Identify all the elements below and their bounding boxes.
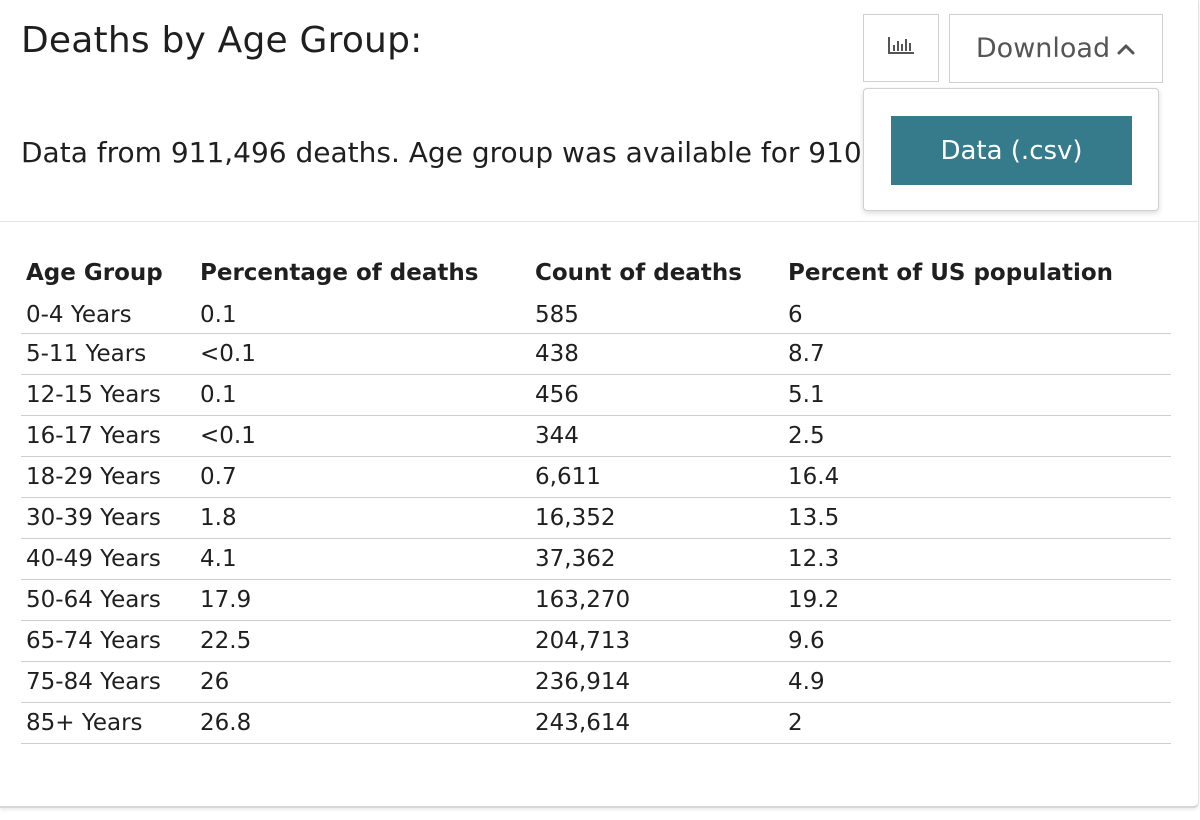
cell-percent-of-us-population: 8.7: [783, 333, 1171, 375]
cell-count-of-deaths: 37,362: [530, 538, 783, 580]
cell-age-group: 16-17 Years: [21, 415, 195, 457]
cell-percent-of-us-population: 5.1: [783, 374, 1171, 416]
cell-percent-of-us-population: 2.5: [783, 415, 1171, 457]
cell-count-of-deaths: 344: [530, 415, 783, 457]
cell-percentage-of-deaths: 4.1: [195, 538, 530, 580]
cell-age-group: 50-64 Years: [21, 579, 195, 621]
cell-percentage-of-deaths: 0.1: [195, 296, 530, 334]
table-row: 65-74 Years 22.5 204,713 9.6: [21, 620, 1171, 662]
column-header-age-group: Age Group: [26, 260, 163, 286]
table-row: 30-39 Years 1.8 16,352 13.5: [21, 497, 1171, 539]
cell-percent-of-us-population: 16.4: [783, 456, 1171, 498]
cell-percentage-of-deaths: <0.1: [195, 415, 530, 457]
chart-view-button[interactable]: [863, 14, 939, 82]
column-header-percentage-of-deaths: Percentage of deaths: [200, 260, 479, 286]
age-group-table: Age Group Percentage of deaths Count of …: [21, 250, 1171, 744]
cell-percentage-of-deaths: 22.5: [195, 620, 530, 662]
cell-percent-of-us-population: 4.9: [783, 661, 1171, 703]
table-row: 18-29 Years 0.7 6,611 16.4: [21, 456, 1171, 498]
cell-age-group: 75-84 Years: [21, 661, 195, 703]
cell-percentage-of-deaths: 0.7: [195, 456, 530, 498]
cell-age-group: 85+ Years: [21, 702, 195, 744]
cell-percent-of-us-population: 2: [783, 702, 1171, 744]
cell-age-group: 0-4 Years: [21, 296, 195, 334]
cell-age-group: 65-74 Years: [21, 620, 195, 662]
cell-percentage-of-deaths: 0.1: [195, 374, 530, 416]
cell-percentage-of-deaths: <0.1: [195, 333, 530, 375]
table-row: 16-17 Years <0.1 344 2.5: [21, 415, 1171, 457]
cell-percent-of-us-population: 12.3: [783, 538, 1171, 580]
cell-count-of-deaths: 236,914: [530, 661, 783, 703]
table-row: 12-15 Years 0.1 456 5.1: [21, 374, 1171, 416]
cell-percentage-of-deaths: 17.9: [195, 579, 530, 621]
cell-age-group: 12-15 Years: [21, 374, 195, 416]
table-header-row: Age Group Percentage of deaths Count of …: [21, 250, 1171, 296]
cell-count-of-deaths: 456: [530, 374, 783, 416]
section-divider: [0, 221, 1198, 222]
bar-chart-icon: [886, 35, 916, 61]
download-csv-button[interactable]: Data (.csv): [891, 116, 1132, 185]
cell-age-group: 40-49 Years: [21, 538, 195, 580]
column-header-count-of-deaths: Count of deaths: [535, 260, 742, 286]
cell-count-of-deaths: 163,270: [530, 579, 783, 621]
cell-age-group: 30-39 Years: [21, 497, 195, 539]
cell-count-of-deaths: 438: [530, 333, 783, 375]
cell-percent-of-us-population: 19.2: [783, 579, 1171, 621]
cell-percentage-of-deaths: 26: [195, 661, 530, 703]
cell-percent-of-us-population: 6: [783, 296, 1171, 334]
table-row: 75-84 Years 26 236,914 4.9: [21, 661, 1171, 703]
cell-count-of-deaths: 6,611: [530, 456, 783, 498]
cell-count-of-deaths: 16,352: [530, 497, 783, 539]
column-header-percent-of-us-population: Percent of US population: [788, 260, 1114, 286]
table-row: 85+ Years 26.8 243,614 2: [21, 702, 1171, 744]
cell-age-group: 5-11 Years: [21, 333, 195, 375]
cell-age-group: 18-29 Years: [21, 456, 195, 498]
cell-percent-of-us-population: 9.6: [783, 620, 1171, 662]
data-summary-text: Data from 911,496 deaths. Age group was …: [21, 136, 871, 169]
download-button[interactable]: Download: [949, 14, 1163, 83]
download-dropdown-menu: Data (.csv): [863, 88, 1159, 211]
cell-percentage-of-deaths: 26.8: [195, 702, 530, 744]
cell-count-of-deaths: 585: [530, 296, 783, 334]
table-row: 5-11 Years <0.1 438 8.7: [21, 333, 1171, 375]
table-row: 40-49 Years 4.1 37,362 12.3: [21, 538, 1171, 580]
table-row: 50-64 Years 17.9 163,270 19.2: [21, 579, 1171, 621]
download-label: Download: [975, 33, 1111, 64]
page-title: Deaths by Age Group:: [21, 20, 423, 61]
cell-percent-of-us-population: 13.5: [783, 497, 1171, 539]
cell-percentage-of-deaths: 1.8: [195, 497, 530, 539]
cell-count-of-deaths: 204,713: [530, 620, 783, 662]
chevron-up-icon: [1116, 42, 1136, 56]
table-row: 0-4 Years 0.1 585 6: [21, 296, 1171, 334]
cell-count-of-deaths: 243,614: [530, 702, 783, 744]
